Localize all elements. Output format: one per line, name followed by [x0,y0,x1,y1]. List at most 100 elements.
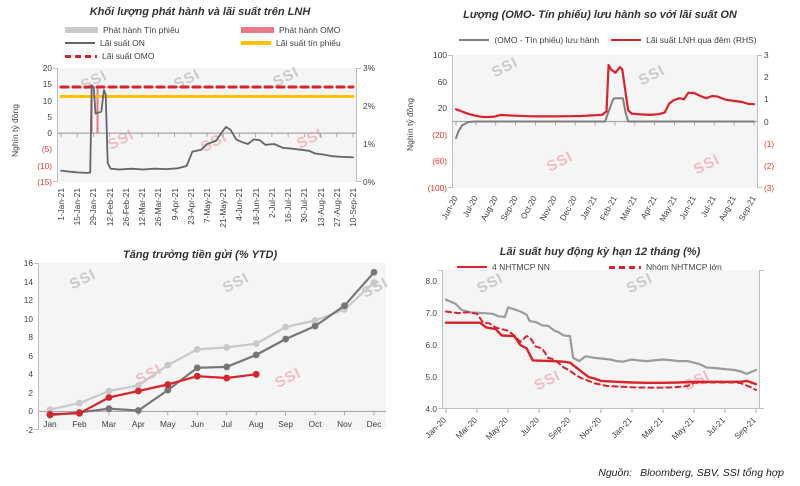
chart-plot: SSI SSI SSI SSI [438,270,764,413]
right-axis-line [757,55,762,188]
y-tick-label: 2 [28,387,33,398]
y-tick-label: 0% [363,177,375,187]
series-2020-marker [282,335,290,343]
series-2020-marker [341,302,348,310]
x-tick-label: 30-Jul-21 [299,188,310,223]
series-2020-marker [311,322,319,330]
y-tick-label: 12 [23,295,33,306]
y-tick-label: 4 [28,369,33,380]
y-tick-label: 3% [363,63,375,73]
series-2021-marker [46,410,54,418]
x-tick-label: Mar-20 [453,415,480,441]
series-Lãi suất LNH qua đêm (RHS) [454,63,756,119]
x-tick-label: Jun-20 [439,194,460,222]
x-tick-label: Dec-20 [557,194,580,223]
legend-swatch [65,54,97,58]
chart-panel-deposit-rates: Lãi suất huy động kỳ hạn 12 tháng (%) 4 … [400,243,800,486]
x-tick-label: 26-Mar-21 [153,188,164,227]
x-tick-label: 12-Feb-21 [104,188,115,227]
series-2021-marker [76,409,83,417]
series-2019-marker [105,387,113,395]
y-tick-label: 6.0 [425,340,437,351]
x-tick-label: Sep-20 [546,415,573,441]
x-tick-label: 27-Aug-21 [331,188,342,227]
series-2020-marker [164,386,172,394]
legend-label: Lãi suất tín phiếu [276,38,341,48]
y-tick-label: 15 [42,79,52,90]
x-tick-label: Feb [72,419,87,430]
series-2021-marker [252,370,260,378]
y-tick-label: 6 [28,350,33,361]
series-2019-marker [164,361,172,369]
legend-swatch [459,39,490,41]
right-axis-line [759,270,764,409]
y-tick-label: (10) [37,160,52,171]
y-tick-label: (2) [764,160,775,171]
source-text: Bloomberg, SBV, SSI tổng hợp [640,467,784,479]
legend-item: 4 NHTMCP NN [457,262,609,272]
x-tick-label: 2-Jul-21 [266,188,277,218]
x-tick-label: Jun [190,419,204,430]
x-tick-label: Mar-21 [617,194,639,222]
x-tick-label: May [159,419,176,430]
series-2020-marker [134,407,142,414]
y-tick-label: 60 [437,76,447,87]
y-tick-label: 20 [437,103,447,114]
chart-plot: SSI SSI SSI SSI SSI [34,263,391,430]
y-tick-label: 8 [28,332,33,343]
x-tick-label: Nov-20 [537,194,560,223]
y-tick-label: 8.0 [425,276,437,287]
plot-background [38,263,386,430]
chart-title: Khối lượng phát hành và lãi suất trên LN… [89,6,311,18]
legend-label: 4 NHTMCP NN [492,262,550,272]
y-tick-label: 10 [23,313,33,324]
legend-swatch [457,266,487,268]
legend-item: Phát hành OMO [241,25,341,35]
x-tick-label: Apr [131,419,145,430]
y-tick-label: (100) [427,183,447,193]
left-axis-line [448,55,453,188]
y-tick-label: 14 [23,276,33,287]
x-tick-label: Jun-21 [677,194,699,222]
x-tick-label: 13-Aug-21 [315,188,326,227]
x-tick-label: 15-Jan-21 [72,188,83,226]
legend-label: Phát hành Tín phiếu [103,25,180,35]
x-tick-label: 16-Jul-21 [283,188,294,223]
legend-item: Lãi suất tín phiếu [241,38,341,48]
series-Nhóm NHTMCP lớn [445,310,757,391]
y-tick-label: (60) [432,156,447,167]
legend-label: Lãi suất LNH qua đêm (RHS) [646,35,757,45]
x-tick-label: Jul [221,419,233,430]
series-(OMO - Tín phiếu) lưu hành [455,97,755,140]
series-2021-marker [223,374,231,382]
series-Phát hành OMO [96,87,99,134]
plot-background [442,270,760,409]
series-2021-marker [193,372,201,380]
series-2020-marker [105,405,113,413]
series-2019-marker [223,344,231,351]
series-2021-marker [105,394,113,401]
x-tick-label: 10-Sep-21 [348,188,358,227]
series-2020-marker [252,351,260,359]
left-axis-line [53,68,58,182]
chart-title: Lượng (OMO- Tín phiếu) lưu hành so với l… [463,9,737,21]
y-tick-label: (5) [41,144,52,155]
legend-item: (OMO - Tín phiếu) lưu hành [459,35,599,45]
y-tick-label: (20) [432,129,447,140]
x-tick-label: Apr-21 [637,194,659,221]
series-2019-marker [311,317,319,324]
y-tick-label: 2 [764,72,769,83]
x-tick-label: Dec [366,419,382,430]
x-tick-label: Feb-21 [597,194,619,222]
y-tick-label: 3 [764,50,769,60]
chart-title: Lãi suất huy động kỳ hạn 12 tháng (%) [499,246,701,258]
x-tick-label: Jan [43,419,57,430]
x-tick-label: Aug-20 [478,194,500,223]
series-2019-marker [193,345,201,353]
legend-item: Lãi suất LNH qua đêm (RHS) [611,35,757,45]
series-2021 [48,373,258,416]
legend-label: Lãi suất ON [100,38,145,48]
x-tick-label: 18-Jun-21 [250,188,261,226]
